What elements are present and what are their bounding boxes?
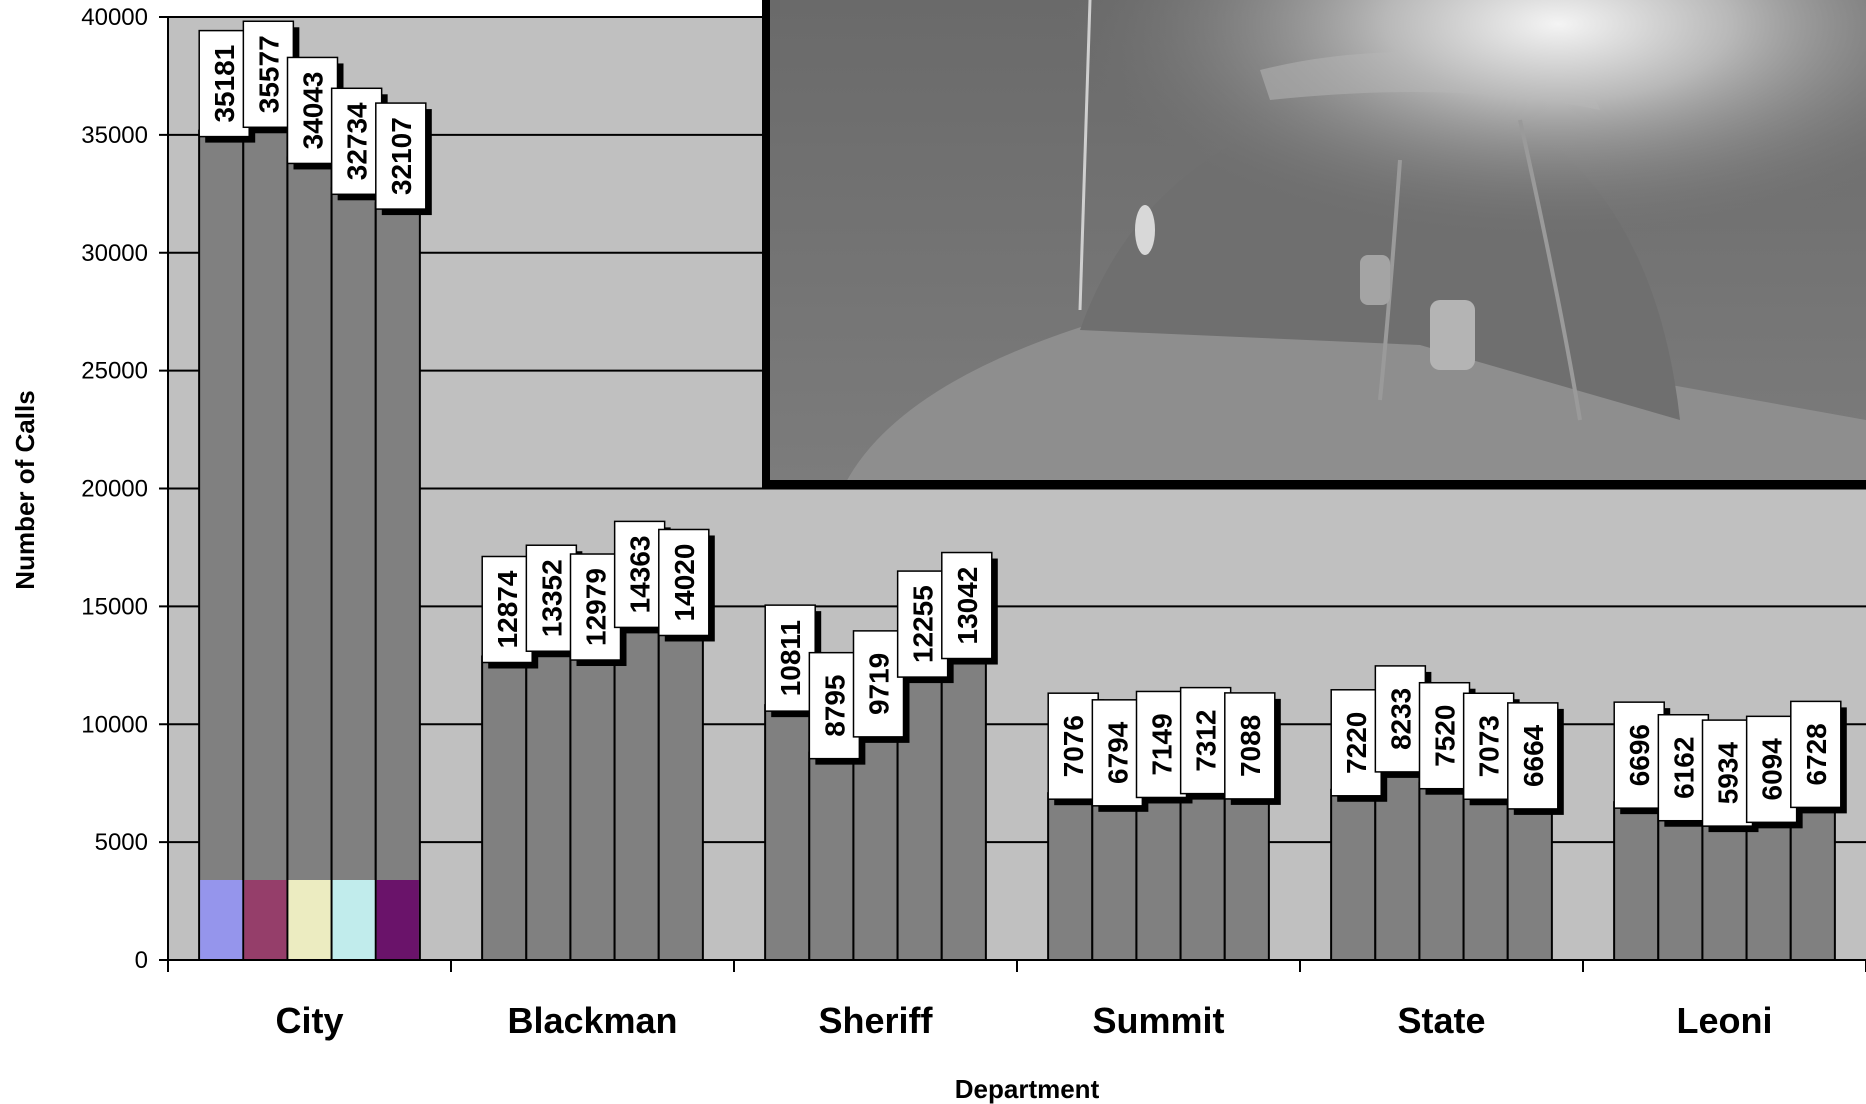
series-accents	[200, 880, 419, 959]
data-label-text: 5934	[1713, 742, 1744, 805]
data-label-text: 32734	[342, 102, 373, 180]
bar	[1462, 792, 1509, 961]
data-label: 32107	[375, 102, 432, 216]
category-label-state: State	[1397, 1000, 1485, 1041]
bar-accent	[376, 880, 419, 959]
data-label: 7149	[1135, 690, 1193, 804]
data-label-text: 6728	[1801, 723, 1832, 785]
bar	[1657, 813, 1704, 961]
x-axis-ticks: City Blackman Sheriff Summit State Leoni	[167, 960, 1866, 1041]
data-label: 6728	[1790, 700, 1847, 814]
bar	[1091, 798, 1138, 961]
data-labels-group: 35181 12874 10811 7076 7220 6696 35577 13352 879…	[198, 20, 1847, 833]
data-label-text: 6794	[1102, 721, 1133, 784]
data-label-text: 12979	[581, 568, 612, 646]
data-label-text: 7312	[1191, 709, 1222, 771]
y-tick-label: 10000	[81, 711, 148, 738]
data-label-text: 32107	[386, 117, 417, 195]
data-label-text: 8233	[1385, 688, 1416, 750]
overlay-photo	[766, 0, 1866, 484]
bar	[330, 187, 377, 961]
bar	[1613, 801, 1660, 961]
bar	[569, 653, 616, 961]
data-label-text: 13352	[536, 559, 567, 637]
bar	[198, 129, 245, 962]
bar	[1330, 788, 1377, 962]
category-label-leoni: Leoni	[1677, 1000, 1773, 1041]
bar	[613, 620, 660, 961]
bar	[525, 644, 572, 962]
data-label: 7088	[1224, 692, 1281, 805]
data-label-text: 7220	[1341, 712, 1372, 774]
data-label-text: 14020	[669, 544, 700, 622]
bar-accent	[332, 880, 375, 959]
bar	[481, 655, 528, 961]
data-label-text: 8795	[819, 675, 850, 737]
bar-accent	[200, 880, 243, 959]
bar	[242, 120, 289, 962]
data-label-text: 10811	[775, 620, 806, 696]
bar	[940, 651, 987, 961]
bar	[852, 729, 899, 961]
data-label: 13042	[941, 551, 998, 665]
data-label-text: 12874	[492, 570, 523, 648]
bar	[374, 202, 421, 962]
data-label-text: 35577	[253, 35, 284, 113]
data-label-text: 6094	[1757, 738, 1788, 801]
bar	[1047, 792, 1094, 961]
bar	[1745, 815, 1792, 961]
overlay-photo-border	[762, 0, 1866, 488]
data-label: 6664	[1507, 702, 1564, 815]
y-tick-label: 30000	[81, 240, 148, 267]
data-label-text: 6696	[1624, 724, 1655, 786]
data-label-text: 7088	[1235, 715, 1266, 777]
data-label-text: 34043	[298, 71, 329, 149]
bar	[764, 704, 811, 961]
data-label-text: 35181	[209, 45, 240, 123]
data-label-text: 7149	[1147, 713, 1178, 775]
y-tick-label: 15000	[81, 593, 148, 620]
data-label-text: 14363	[625, 535, 656, 613]
data-label: 7073	[1462, 692, 1520, 806]
category-label-city: City	[275, 1000, 343, 1041]
bar	[1506, 801, 1553, 961]
data-label-text: 7520	[1430, 705, 1461, 767]
bar	[1223, 791, 1270, 961]
data-label-text: 9719	[864, 653, 895, 715]
x-axis-title: Department	[955, 1074, 1100, 1104]
data-label-text: 7076	[1058, 715, 1089, 777]
category-label-blackman: Blackman	[507, 1000, 677, 1041]
data-label-text: 7073	[1474, 715, 1505, 777]
y-tick-label: 0	[135, 947, 148, 974]
data-label-text: 6162	[1668, 737, 1699, 799]
bar	[286, 156, 333, 961]
y-tick-label: 5000	[95, 829, 148, 856]
category-label-summit: Summit	[1092, 1000, 1224, 1041]
y-axis-title: Number of Calls	[10, 390, 40, 589]
data-label: 34043	[286, 56, 344, 170]
bar	[657, 628, 704, 962]
bar	[808, 751, 855, 962]
bar	[1418, 781, 1465, 961]
y-tick-label: 25000	[81, 358, 148, 385]
bar-accent	[288, 880, 331, 959]
y-tick-label: 20000	[81, 476, 148, 503]
data-label-text: 6664	[1518, 724, 1549, 787]
data-label-text: 12255	[908, 585, 939, 663]
bar-accent	[244, 880, 287, 959]
bar	[1135, 790, 1182, 962]
category-label-sheriff: Sheriff	[818, 1000, 933, 1041]
y-axis-ticks: 0 5000 10000 15000 20000 25000 30000 35000 40000	[81, 4, 168, 974]
data-label: 14020	[658, 528, 715, 642]
y-tick-label: 40000	[81, 4, 148, 31]
bar	[1179, 786, 1226, 962]
data-label-text: 13042	[952, 567, 983, 645]
data-label: 6794	[1091, 699, 1149, 812]
bar	[1701, 819, 1748, 961]
y-tick-label: 35000	[81, 122, 148, 149]
